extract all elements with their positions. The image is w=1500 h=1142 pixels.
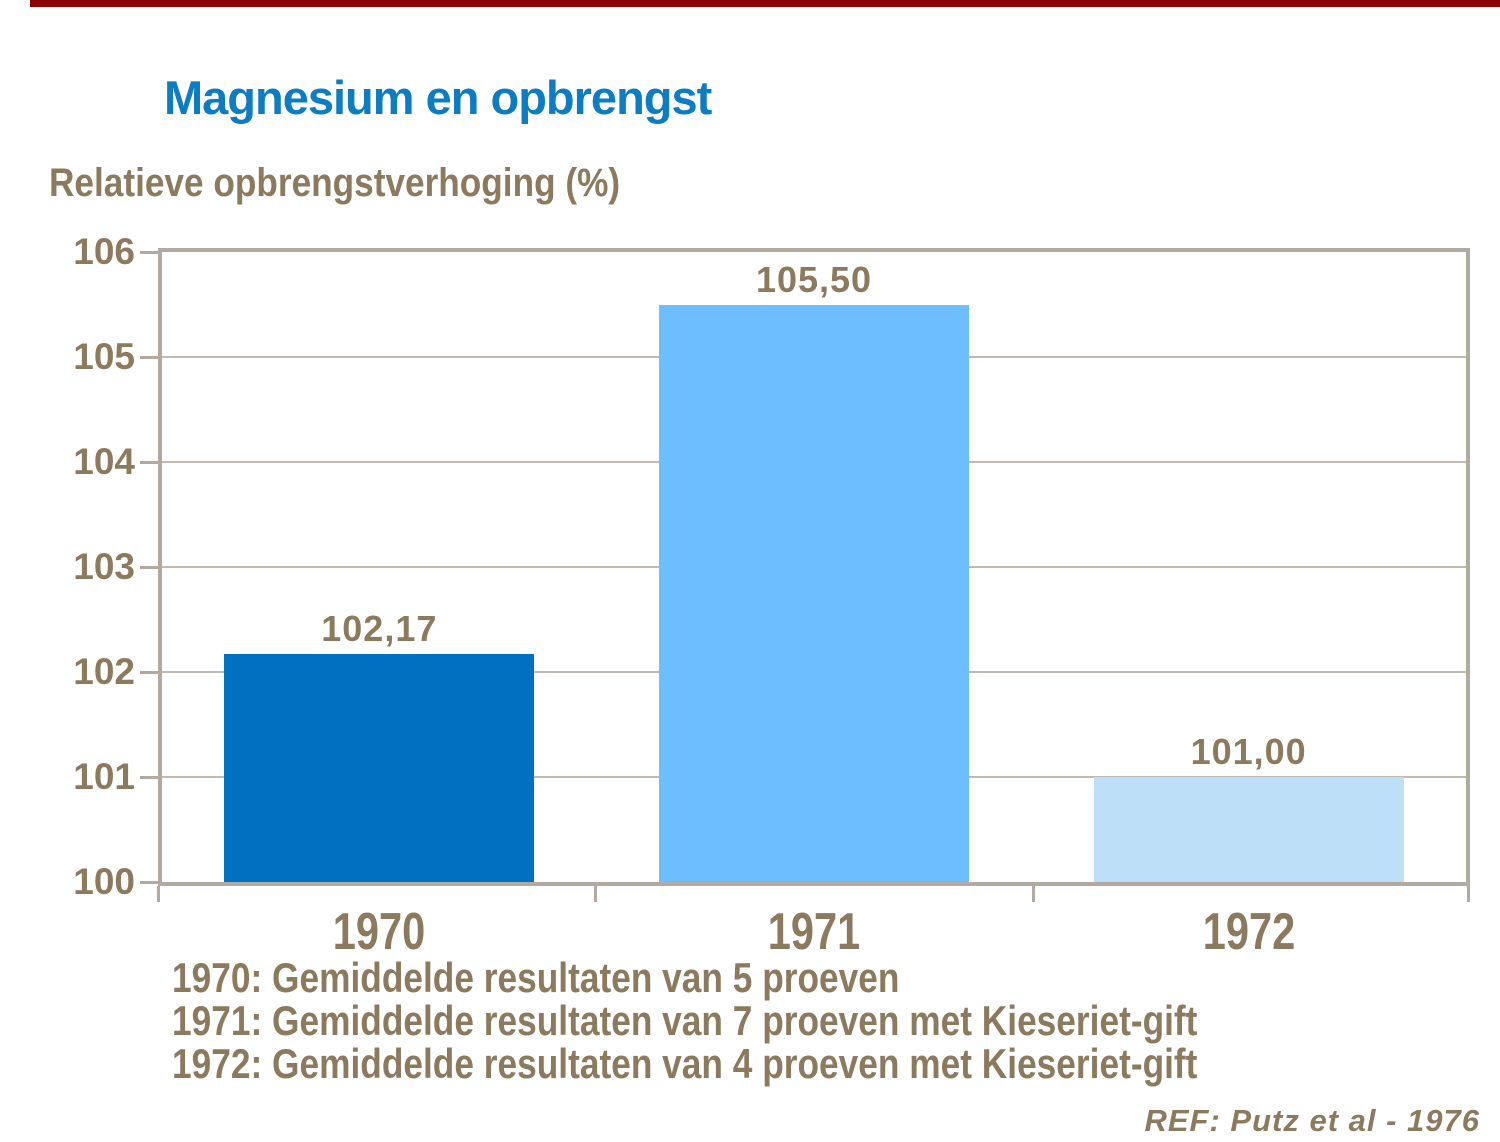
footnote-1971: 1971: Gemiddelde resultaten van 7 proeve… xyxy=(172,997,1198,1044)
x-tick-3 xyxy=(1467,886,1470,902)
footnote-1972: 1972: Gemiddelde resultaten van 4 proeve… xyxy=(172,1040,1198,1087)
y-tick-102 xyxy=(140,671,158,674)
bar-value-label-1971: 105,50 xyxy=(755,258,873,300)
x-category-label-1970: 1970 xyxy=(333,903,426,961)
x-category-label-1972: 1972 xyxy=(1202,903,1295,961)
footnotes: 1970: Gemiddelde resultaten van 5 proeve… xyxy=(172,956,1197,1085)
bar-1971 xyxy=(659,304,969,882)
footnote-1970: 1970: Gemiddelde resultaten van 5 proeve… xyxy=(172,954,900,1001)
x-tick-2 xyxy=(1031,886,1035,902)
bar-value-label-1972: 101,00 xyxy=(1190,731,1307,772)
y-tick-label-103: 103 xyxy=(73,546,135,587)
bar-value-label-1970: 102,17 xyxy=(321,608,438,650)
y-tick-105 xyxy=(140,356,158,359)
y-tick-label-104: 104 xyxy=(73,441,135,482)
y-tick-101 xyxy=(140,776,158,779)
y-tick-label-106: 106 xyxy=(73,231,135,272)
plot-area: 102,17 105,50 101,00 xyxy=(158,248,1470,886)
y-tick-label-105: 105 xyxy=(73,336,135,377)
page-title: Magnesium en opbrengst xyxy=(164,71,712,124)
bar-1970 xyxy=(224,654,535,882)
y-tick-100 xyxy=(140,881,158,884)
y-axis-title: Relatieve opbrengstverhoging (%) xyxy=(49,161,621,205)
y-tick-103 xyxy=(140,566,158,569)
reference-text: REF: Putz et al - 1976 xyxy=(1144,1103,1480,1138)
bar-1972 xyxy=(1093,777,1404,882)
x-tick-1 xyxy=(594,886,598,902)
y-tick-label-101: 101 xyxy=(73,756,135,797)
y-tick-104 xyxy=(140,461,158,464)
y-tick-106 xyxy=(140,251,158,254)
y-tick-label-100: 100 xyxy=(73,861,135,902)
y-tick-label-102: 102 xyxy=(73,651,135,692)
top-accent-bar xyxy=(30,0,1500,7)
x-category-label-1971: 1971 xyxy=(767,903,861,961)
x-tick-0 xyxy=(157,886,160,902)
